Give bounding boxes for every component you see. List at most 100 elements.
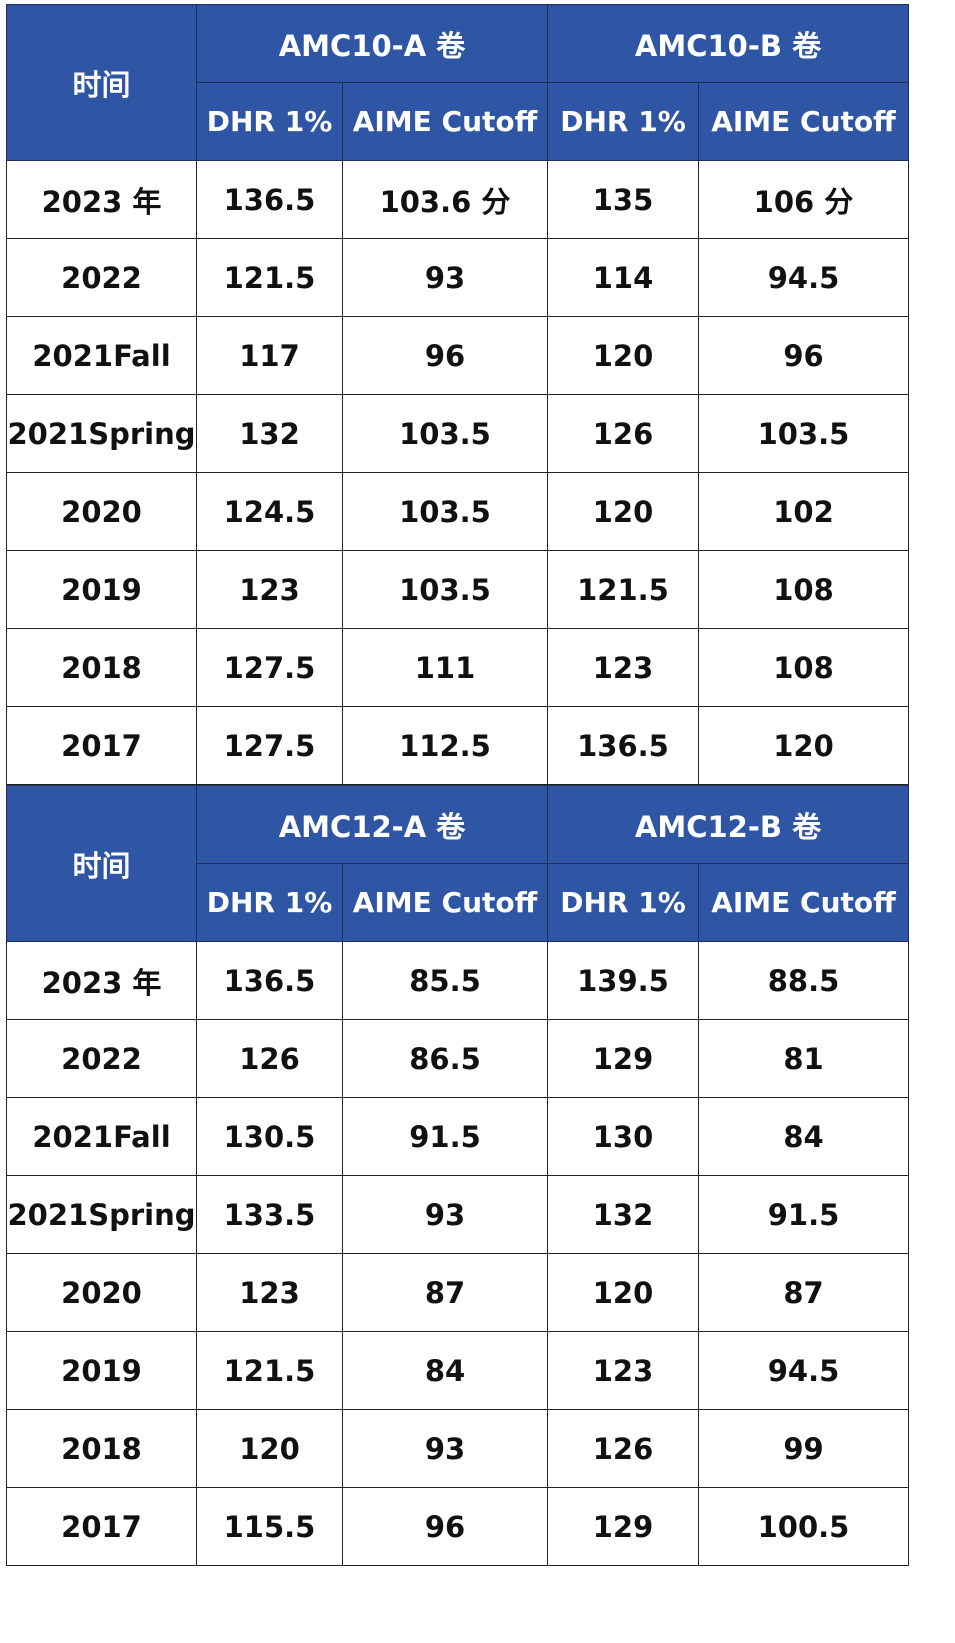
year-cell: 2017 [6, 706, 197, 785]
group-header: AMC10-A 卷 [196, 4, 548, 83]
year-cell: 2019 [6, 550, 197, 629]
table-row: 2023 年 136.5 85.5 139.5 88.5 [6, 941, 909, 1020]
value-cell: 135 [547, 160, 699, 239]
value-cell: 91.5 [698, 1175, 909, 1254]
table-row: 2023 年 136.5 103.6 分 135 106 分 [6, 160, 909, 239]
time-header: 时间 [6, 785, 197, 942]
value-cell: 120 [547, 1253, 699, 1332]
year-cell: 2023 年 [6, 941, 197, 1020]
time-header: 时间 [6, 4, 197, 161]
value-cell: 121.5 [547, 550, 699, 629]
table-row: 2021Fall 130.5 91.5 130 84 [6, 1097, 909, 1176]
group-header: AMC12-A 卷 [196, 785, 548, 864]
value-cell: 126 [547, 394, 699, 473]
year-cell: 2021Spring [6, 1175, 197, 1254]
value-cell: 136.5 [547, 706, 699, 785]
value-cell: 96 [342, 1487, 548, 1566]
table-row: 2019 121.5 84 123 94.5 [6, 1331, 909, 1410]
value-cell: 123 [547, 628, 699, 707]
value-cell: 117 [196, 316, 343, 395]
value-cell: 129 [547, 1019, 699, 1098]
value-cell: 103.5 [698, 394, 909, 473]
value-cell: 91.5 [342, 1097, 548, 1176]
year-cell: 2022 [6, 238, 197, 317]
group-header-row: 时间 AMC10-A 卷 AMC10-B 卷 [6, 4, 909, 161]
value-cell: 86.5 [342, 1019, 548, 1098]
group-header: AMC10-B 卷 [547, 4, 909, 83]
table-row: 2020 123 87 120 87 [6, 1253, 909, 1332]
value-cell: 103.5 [342, 472, 548, 551]
value-cell: 96 [698, 316, 909, 395]
column-header: AIME Cutoff [698, 82, 909, 161]
value-cell: 132 [547, 1175, 699, 1254]
value-cell: 120 [196, 1409, 343, 1488]
value-cell: 130 [547, 1097, 699, 1176]
value-cell: 121.5 [196, 238, 343, 317]
value-cell: 108 [698, 628, 909, 707]
value-cell: 111 [342, 628, 548, 707]
value-cell: 121.5 [196, 1331, 343, 1410]
column-header: DHR 1% [196, 82, 343, 161]
table-row: 2017 115.5 96 129 100.5 [6, 1487, 909, 1566]
column-header: DHR 1% [196, 863, 343, 942]
value-cell: 84 [342, 1331, 548, 1410]
year-cell: 2023 年 [6, 160, 197, 239]
value-cell: 115.5 [196, 1487, 343, 1566]
value-cell: 120 [698, 706, 909, 785]
column-header: AIME Cutoff [342, 82, 548, 161]
value-cell: 127.5 [196, 628, 343, 707]
value-cell: 100.5 [698, 1487, 909, 1566]
value-cell: 102 [698, 472, 909, 551]
value-cell: 114 [547, 238, 699, 317]
year-cell: 2020 [6, 1253, 197, 1332]
value-cell: 112.5 [342, 706, 548, 785]
value-cell: 123 [547, 1331, 699, 1410]
year-cell: 2021Fall [6, 316, 197, 395]
value-cell: 87 [698, 1253, 909, 1332]
year-cell: 2021Spring [6, 394, 197, 473]
value-cell: 99 [698, 1409, 909, 1488]
value-cell: 94.5 [698, 1331, 909, 1410]
column-header: DHR 1% [547, 82, 699, 161]
value-cell: 94.5 [698, 238, 909, 317]
column-header: DHR 1% [547, 863, 699, 942]
table-row: 2020 124.5 103.5 120 102 [6, 472, 909, 551]
column-header: AIME Cutoff [698, 863, 909, 942]
value-cell: 133.5 [196, 1175, 343, 1254]
value-cell: 93 [342, 1175, 548, 1254]
value-cell: 88.5 [698, 941, 909, 1020]
value-cell: 103.5 [342, 550, 548, 629]
value-cell: 87 [342, 1253, 548, 1332]
value-cell: 132 [196, 394, 343, 473]
table-row: 2018 120 93 126 99 [6, 1409, 909, 1488]
year-cell: 2018 [6, 628, 197, 707]
column-header: AIME Cutoff [342, 863, 548, 942]
value-cell: 136.5 [196, 941, 343, 1020]
table-row: 2022 126 86.5 129 81 [6, 1019, 909, 1098]
value-cell: 84 [698, 1097, 909, 1176]
table-row: 2019 123 103.5 121.5 108 [6, 550, 909, 629]
value-cell: 85.5 [342, 941, 548, 1020]
column-header-row: DHR 1% AIME Cutoff DHR 1% AIME Cutoff [7, 82, 909, 161]
group-header: AMC12-B 卷 [547, 785, 909, 864]
table-row: 2021Spring 132 103.5 126 103.5 [6, 394, 909, 473]
value-cell: 123 [196, 550, 343, 629]
value-cell: 103.6 分 [342, 160, 548, 239]
table-row: 2017 127.5 112.5 136.5 120 [6, 706, 909, 785]
score-tables: 时间 AMC10-A 卷 AMC10-B 卷 DHR 1% AIME Cutoff DHR… [6, 4, 909, 1566]
value-cell: 130.5 [196, 1097, 343, 1176]
table-row: 2021Spring 133.5 93 132 91.5 [6, 1175, 909, 1254]
score-table-2: 时间 AMC12-A 卷 AMC12-B 卷 DHR 1% AIME Cutoff DHR… [6, 785, 909, 1566]
value-cell: 93 [342, 238, 548, 317]
value-cell: 124.5 [196, 472, 343, 551]
year-cell: 2022 [6, 1019, 197, 1098]
value-cell: 139.5 [547, 941, 699, 1020]
year-cell: 2018 [6, 1409, 197, 1488]
value-cell: 120 [547, 472, 699, 551]
value-cell: 127.5 [196, 706, 343, 785]
table-row: 2021Fall 117 96 120 96 [6, 316, 909, 395]
column-header-row: DHR 1% AIME Cutoff DHR 1% AIME Cutoff [7, 863, 909, 942]
group-header-row: 时间 AMC12-A 卷 AMC12-B 卷 [6, 785, 909, 942]
year-cell: 2020 [6, 472, 197, 551]
value-cell: 108 [698, 550, 909, 629]
